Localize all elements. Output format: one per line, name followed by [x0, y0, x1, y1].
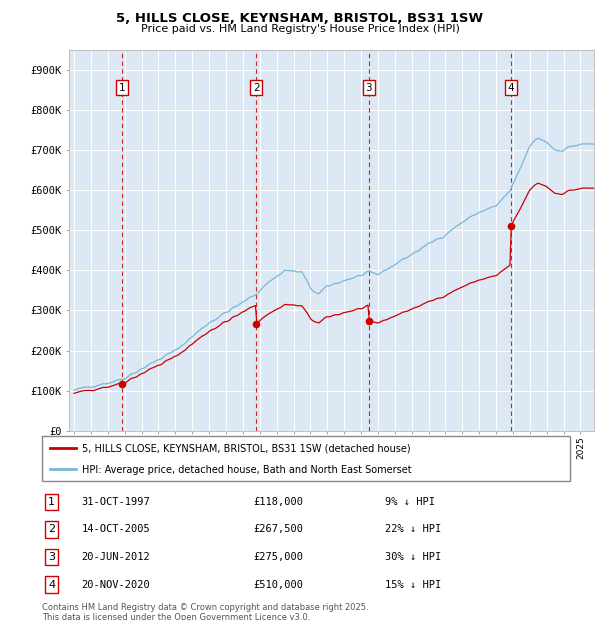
- Text: 22% ↓ HPI: 22% ↓ HPI: [385, 525, 442, 534]
- Text: £275,000: £275,000: [253, 552, 303, 562]
- Text: 14-OCT-2005: 14-OCT-2005: [82, 525, 151, 534]
- Text: 20-NOV-2020: 20-NOV-2020: [82, 580, 151, 590]
- Text: 5, HILLS CLOSE, KEYNSHAM, BRISTOL, BS31 1SW: 5, HILLS CLOSE, KEYNSHAM, BRISTOL, BS31 …: [116, 12, 484, 25]
- Text: Contains HM Land Registry data © Crown copyright and database right 2025.
This d: Contains HM Land Registry data © Crown c…: [42, 603, 368, 620]
- Text: 9% ↓ HPI: 9% ↓ HPI: [385, 497, 435, 507]
- Text: 5, HILLS CLOSE, KEYNSHAM, BRISTOL, BS31 1SW (detached house): 5, HILLS CLOSE, KEYNSHAM, BRISTOL, BS31 …: [82, 443, 410, 453]
- Text: 2: 2: [253, 82, 260, 93]
- Text: 20-JUN-2012: 20-JUN-2012: [82, 552, 151, 562]
- Text: 2: 2: [48, 525, 55, 534]
- Text: 4: 4: [508, 82, 514, 93]
- Text: Price paid vs. HM Land Registry's House Price Index (HPI): Price paid vs. HM Land Registry's House …: [140, 24, 460, 33]
- Text: 30% ↓ HPI: 30% ↓ HPI: [385, 552, 442, 562]
- Text: £510,000: £510,000: [253, 580, 303, 590]
- FancyBboxPatch shape: [42, 436, 570, 480]
- Text: 3: 3: [48, 552, 55, 562]
- Text: £267,500: £267,500: [253, 525, 303, 534]
- Text: HPI: Average price, detached house, Bath and North East Somerset: HPI: Average price, detached house, Bath…: [82, 465, 411, 475]
- Text: 3: 3: [365, 82, 372, 93]
- Text: 31-OCT-1997: 31-OCT-1997: [82, 497, 151, 507]
- Text: 1: 1: [119, 82, 125, 93]
- Text: 15% ↓ HPI: 15% ↓ HPI: [385, 580, 442, 590]
- Text: 4: 4: [48, 580, 55, 590]
- Text: 1: 1: [48, 497, 55, 507]
- Text: £118,000: £118,000: [253, 497, 303, 507]
